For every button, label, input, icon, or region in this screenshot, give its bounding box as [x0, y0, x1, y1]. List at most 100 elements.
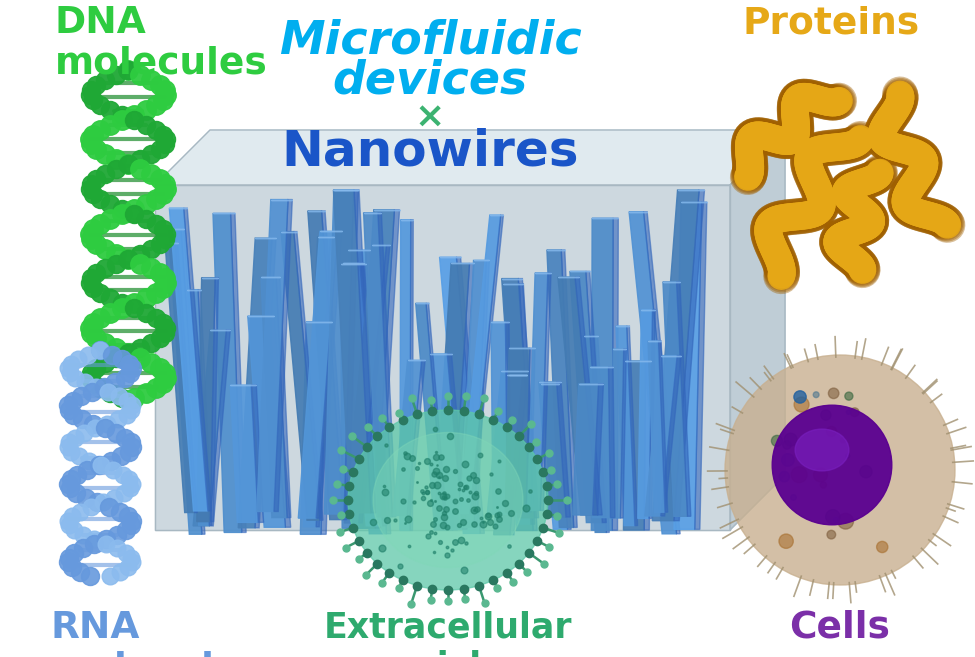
Circle shape [860, 466, 872, 478]
Polygon shape [256, 200, 288, 511]
Circle shape [838, 513, 853, 529]
Polygon shape [434, 263, 470, 530]
Polygon shape [456, 258, 485, 533]
Polygon shape [344, 245, 386, 523]
Polygon shape [493, 375, 523, 535]
Polygon shape [183, 208, 212, 511]
Polygon shape [649, 309, 655, 518]
Polygon shape [677, 282, 691, 516]
Polygon shape [343, 263, 382, 526]
Polygon shape [627, 326, 638, 526]
Polygon shape [269, 316, 291, 528]
Polygon shape [470, 215, 503, 514]
Polygon shape [181, 229, 205, 534]
Polygon shape [674, 190, 705, 521]
Circle shape [779, 534, 794, 549]
Text: Cells: Cells [790, 610, 890, 646]
Polygon shape [558, 277, 598, 515]
Circle shape [782, 453, 795, 466]
Text: RNA
molecules: RNA molecules [50, 610, 262, 657]
Polygon shape [674, 202, 702, 530]
Polygon shape [155, 185, 730, 530]
Polygon shape [276, 277, 291, 518]
Polygon shape [230, 214, 246, 532]
Text: Proteins: Proteins [743, 5, 920, 41]
Polygon shape [547, 250, 573, 528]
Text: Nanowires: Nanowires [281, 128, 579, 176]
Text: ×: × [415, 100, 446, 134]
Polygon shape [321, 322, 332, 534]
Polygon shape [197, 278, 215, 522]
Text: Extracellular
vesicles: Extracellular vesicles [324, 610, 572, 657]
Polygon shape [393, 361, 421, 516]
Polygon shape [410, 219, 413, 530]
Polygon shape [541, 384, 567, 530]
Ellipse shape [373, 432, 523, 568]
Circle shape [813, 392, 819, 397]
Polygon shape [524, 374, 534, 524]
Polygon shape [298, 231, 337, 518]
Text: Microfluidic: Microfluidic [279, 18, 581, 63]
Polygon shape [509, 374, 530, 524]
Polygon shape [491, 322, 507, 514]
Polygon shape [505, 348, 529, 512]
Polygon shape [354, 190, 376, 513]
Polygon shape [638, 309, 652, 518]
Polygon shape [658, 341, 668, 512]
Polygon shape [210, 330, 230, 526]
Text: devices: devices [332, 58, 527, 103]
Polygon shape [155, 130, 785, 185]
Polygon shape [213, 214, 242, 532]
Polygon shape [400, 219, 410, 530]
Circle shape [771, 436, 783, 447]
Polygon shape [366, 250, 391, 533]
Polygon shape [238, 238, 272, 528]
Polygon shape [502, 279, 534, 518]
Polygon shape [360, 263, 387, 526]
Polygon shape [590, 367, 610, 518]
Polygon shape [620, 349, 626, 518]
Polygon shape [569, 271, 603, 522]
Polygon shape [375, 210, 400, 528]
Circle shape [829, 388, 838, 399]
Polygon shape [557, 382, 570, 517]
Circle shape [877, 541, 888, 553]
Polygon shape [610, 349, 624, 518]
Circle shape [833, 517, 838, 523]
Polygon shape [170, 208, 208, 511]
Polygon shape [359, 245, 390, 523]
Circle shape [846, 410, 851, 415]
Circle shape [844, 392, 853, 400]
Polygon shape [322, 211, 347, 520]
Polygon shape [586, 271, 606, 522]
Circle shape [845, 454, 850, 458]
Polygon shape [488, 371, 523, 514]
Polygon shape [584, 336, 606, 532]
Polygon shape [211, 278, 218, 522]
Polygon shape [730, 130, 785, 530]
Polygon shape [519, 279, 538, 518]
Polygon shape [193, 330, 226, 526]
Polygon shape [281, 232, 320, 520]
Polygon shape [644, 212, 681, 534]
Polygon shape [573, 384, 599, 515]
Polygon shape [415, 304, 445, 523]
Polygon shape [661, 355, 682, 516]
Polygon shape [644, 361, 650, 530]
Polygon shape [695, 202, 707, 530]
Ellipse shape [348, 410, 548, 590]
Polygon shape [663, 282, 687, 516]
Polygon shape [426, 304, 447, 523]
Circle shape [725, 355, 955, 585]
Polygon shape [325, 190, 354, 514]
Circle shape [826, 510, 840, 524]
Polygon shape [503, 284, 533, 530]
Polygon shape [448, 354, 467, 530]
Polygon shape [556, 384, 571, 530]
Text: DNA
molecules: DNA molecules [55, 5, 268, 81]
Polygon shape [254, 238, 276, 528]
Circle shape [840, 438, 845, 443]
Polygon shape [407, 361, 425, 516]
Polygon shape [344, 190, 359, 514]
Circle shape [850, 408, 859, 417]
